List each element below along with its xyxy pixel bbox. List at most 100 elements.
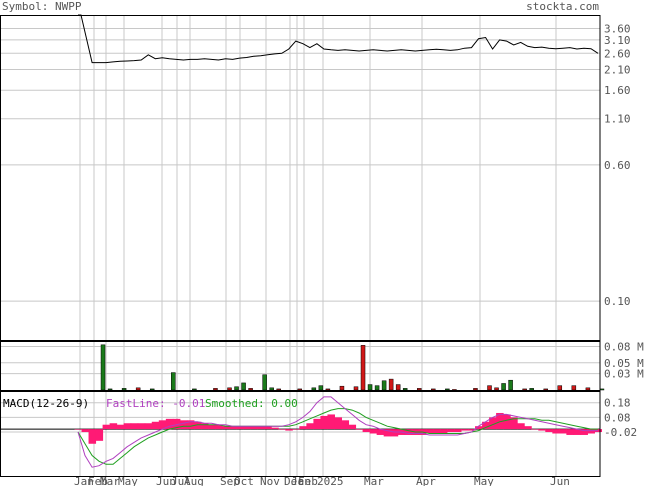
macd-histogram-bar bbox=[278, 429, 286, 430]
macd-smoothed-legend: Smoothed: 0.00 bbox=[205, 397, 298, 410]
x-tick-label: Nov bbox=[260, 475, 280, 486]
macd-histogram-bar bbox=[299, 426, 307, 430]
macd-histogram-bar bbox=[566, 429, 574, 435]
x-tick-label: Feb bbox=[88, 475, 108, 486]
x-tick-label: 2025 bbox=[317, 475, 344, 486]
macd-tick-label: -0.02 bbox=[604, 426, 637, 439]
volume-bar bbox=[276, 388, 281, 391]
volume-bar bbox=[599, 388, 605, 391]
macd-histogram-bar bbox=[313, 418, 321, 430]
macd-histogram-bar bbox=[257, 426, 265, 430]
macd-histogram-bar bbox=[81, 429, 90, 433]
volume-bar bbox=[248, 388, 253, 391]
volume-bar bbox=[192, 388, 197, 391]
macd-histogram-bar bbox=[151, 421, 160, 430]
volume-bar bbox=[325, 388, 331, 391]
site-name: stockta.com bbox=[526, 0, 599, 13]
price-tick-label: 2.10 bbox=[604, 64, 631, 77]
grid-lines bbox=[0, 15, 600, 476]
panel-frame bbox=[0, 341, 601, 391]
volume-bar bbox=[234, 386, 239, 391]
macd-histogram-bar bbox=[88, 429, 97, 444]
volume-bar bbox=[445, 388, 450, 391]
macd-tick-label: 0.08 bbox=[604, 411, 631, 424]
macd-histogram-bar bbox=[460, 429, 469, 431]
price-tick-label: 0.60 bbox=[604, 159, 631, 172]
volume-bar bbox=[213, 388, 218, 391]
price-tick-label: 2.60 bbox=[604, 47, 631, 60]
x-tick-label: Mar bbox=[100, 475, 120, 486]
volume-bar bbox=[135, 387, 141, 391]
price-panel bbox=[78, 14, 599, 64]
macd-histogram-bar bbox=[264, 426, 272, 430]
volume-bar bbox=[318, 385, 324, 391]
volume-tick-label: 0.08 M bbox=[604, 340, 644, 353]
macd-histogram-bar bbox=[559, 429, 567, 434]
macd-histogram-bar bbox=[158, 420, 167, 430]
macd-histogram-bar bbox=[503, 414, 511, 430]
price-tick-label: 1.10 bbox=[604, 113, 631, 126]
price-tick-label: 3.60 bbox=[604, 23, 631, 36]
x-tick-label: Jun bbox=[156, 475, 176, 486]
macd-smoothed-line bbox=[77, 408, 598, 465]
macd-histogram-bar bbox=[404, 429, 413, 435]
macd-histogram-bar bbox=[510, 417, 518, 430]
macd-histogram-bar bbox=[74, 429, 83, 430]
panel-frame bbox=[0, 391, 601, 477]
volume-bar bbox=[557, 385, 563, 391]
macd-histogram-bar bbox=[250, 426, 258, 430]
panel-frames bbox=[0, 15, 601, 477]
macd-histogram-bar bbox=[524, 426, 532, 430]
macd-histogram-bar bbox=[137, 423, 146, 430]
price-tick-label: 1.60 bbox=[604, 84, 631, 97]
macd-histogram-bar bbox=[531, 429, 539, 430]
volume-bar bbox=[571, 385, 577, 391]
macd-histogram-bar bbox=[320, 415, 328, 430]
macd-histogram-bar bbox=[362, 429, 371, 433]
volume-bar bbox=[360, 345, 366, 391]
macd-histogram-bar bbox=[341, 420, 350, 430]
macd-histogram-bar bbox=[144, 423, 153, 430]
macd-fast-line bbox=[77, 396, 598, 468]
macd-histogram-bar bbox=[285, 429, 293, 431]
macd-histogram-bar bbox=[496, 412, 504, 430]
macd-histogram-bar bbox=[573, 429, 581, 435]
x-tick-label: Jan bbox=[291, 475, 311, 486]
macd-histogram-bar bbox=[348, 424, 357, 430]
macd-fastline-legend: FastLine: -0.01 bbox=[106, 397, 205, 410]
macd-title: MACD(12-26-9) bbox=[3, 397, 89, 410]
macd-histogram-bar bbox=[446, 429, 455, 433]
macd-histogram-bar bbox=[580, 429, 588, 435]
volume-bar bbox=[353, 386, 359, 391]
volume-bar bbox=[543, 388, 548, 391]
volume-bar bbox=[388, 378, 394, 391]
macd-histogram-bar bbox=[432, 429, 441, 434]
volume-bar bbox=[508, 379, 513, 391]
volume-bar bbox=[529, 388, 534, 391]
macd-histogram-bar bbox=[208, 424, 216, 430]
macd-histogram-bar bbox=[292, 429, 300, 430]
macd-histogram-bar bbox=[334, 417, 343, 430]
volume-bar bbox=[367, 384, 373, 391]
macd-histogram-bar bbox=[193, 421, 202, 430]
macd-histogram-bar bbox=[186, 420, 195, 430]
price-tick-label: 3.10 bbox=[604, 34, 631, 47]
macd-histogram-bar bbox=[130, 423, 139, 430]
volume-bar bbox=[297, 388, 303, 391]
volume-bar bbox=[100, 344, 106, 391]
macd-histogram-bar bbox=[116, 424, 125, 430]
volume-panel bbox=[100, 344, 605, 391]
macd-histogram-bar bbox=[453, 429, 462, 433]
macd-histogram-bar bbox=[587, 429, 595, 434]
volume-bar bbox=[269, 387, 274, 391]
macd-histogram-bar bbox=[482, 421, 490, 430]
volume-bar bbox=[374, 385, 380, 391]
panel-frame bbox=[0, 15, 601, 341]
macd-histogram-bar bbox=[383, 429, 392, 437]
x-tick-label: Jan bbox=[74, 475, 94, 486]
x-tick-label: Mar bbox=[364, 475, 384, 486]
volume-bar bbox=[501, 383, 506, 391]
macd-histogram-bar bbox=[123, 423, 132, 430]
price-tick-label: 0.10 bbox=[604, 295, 631, 308]
